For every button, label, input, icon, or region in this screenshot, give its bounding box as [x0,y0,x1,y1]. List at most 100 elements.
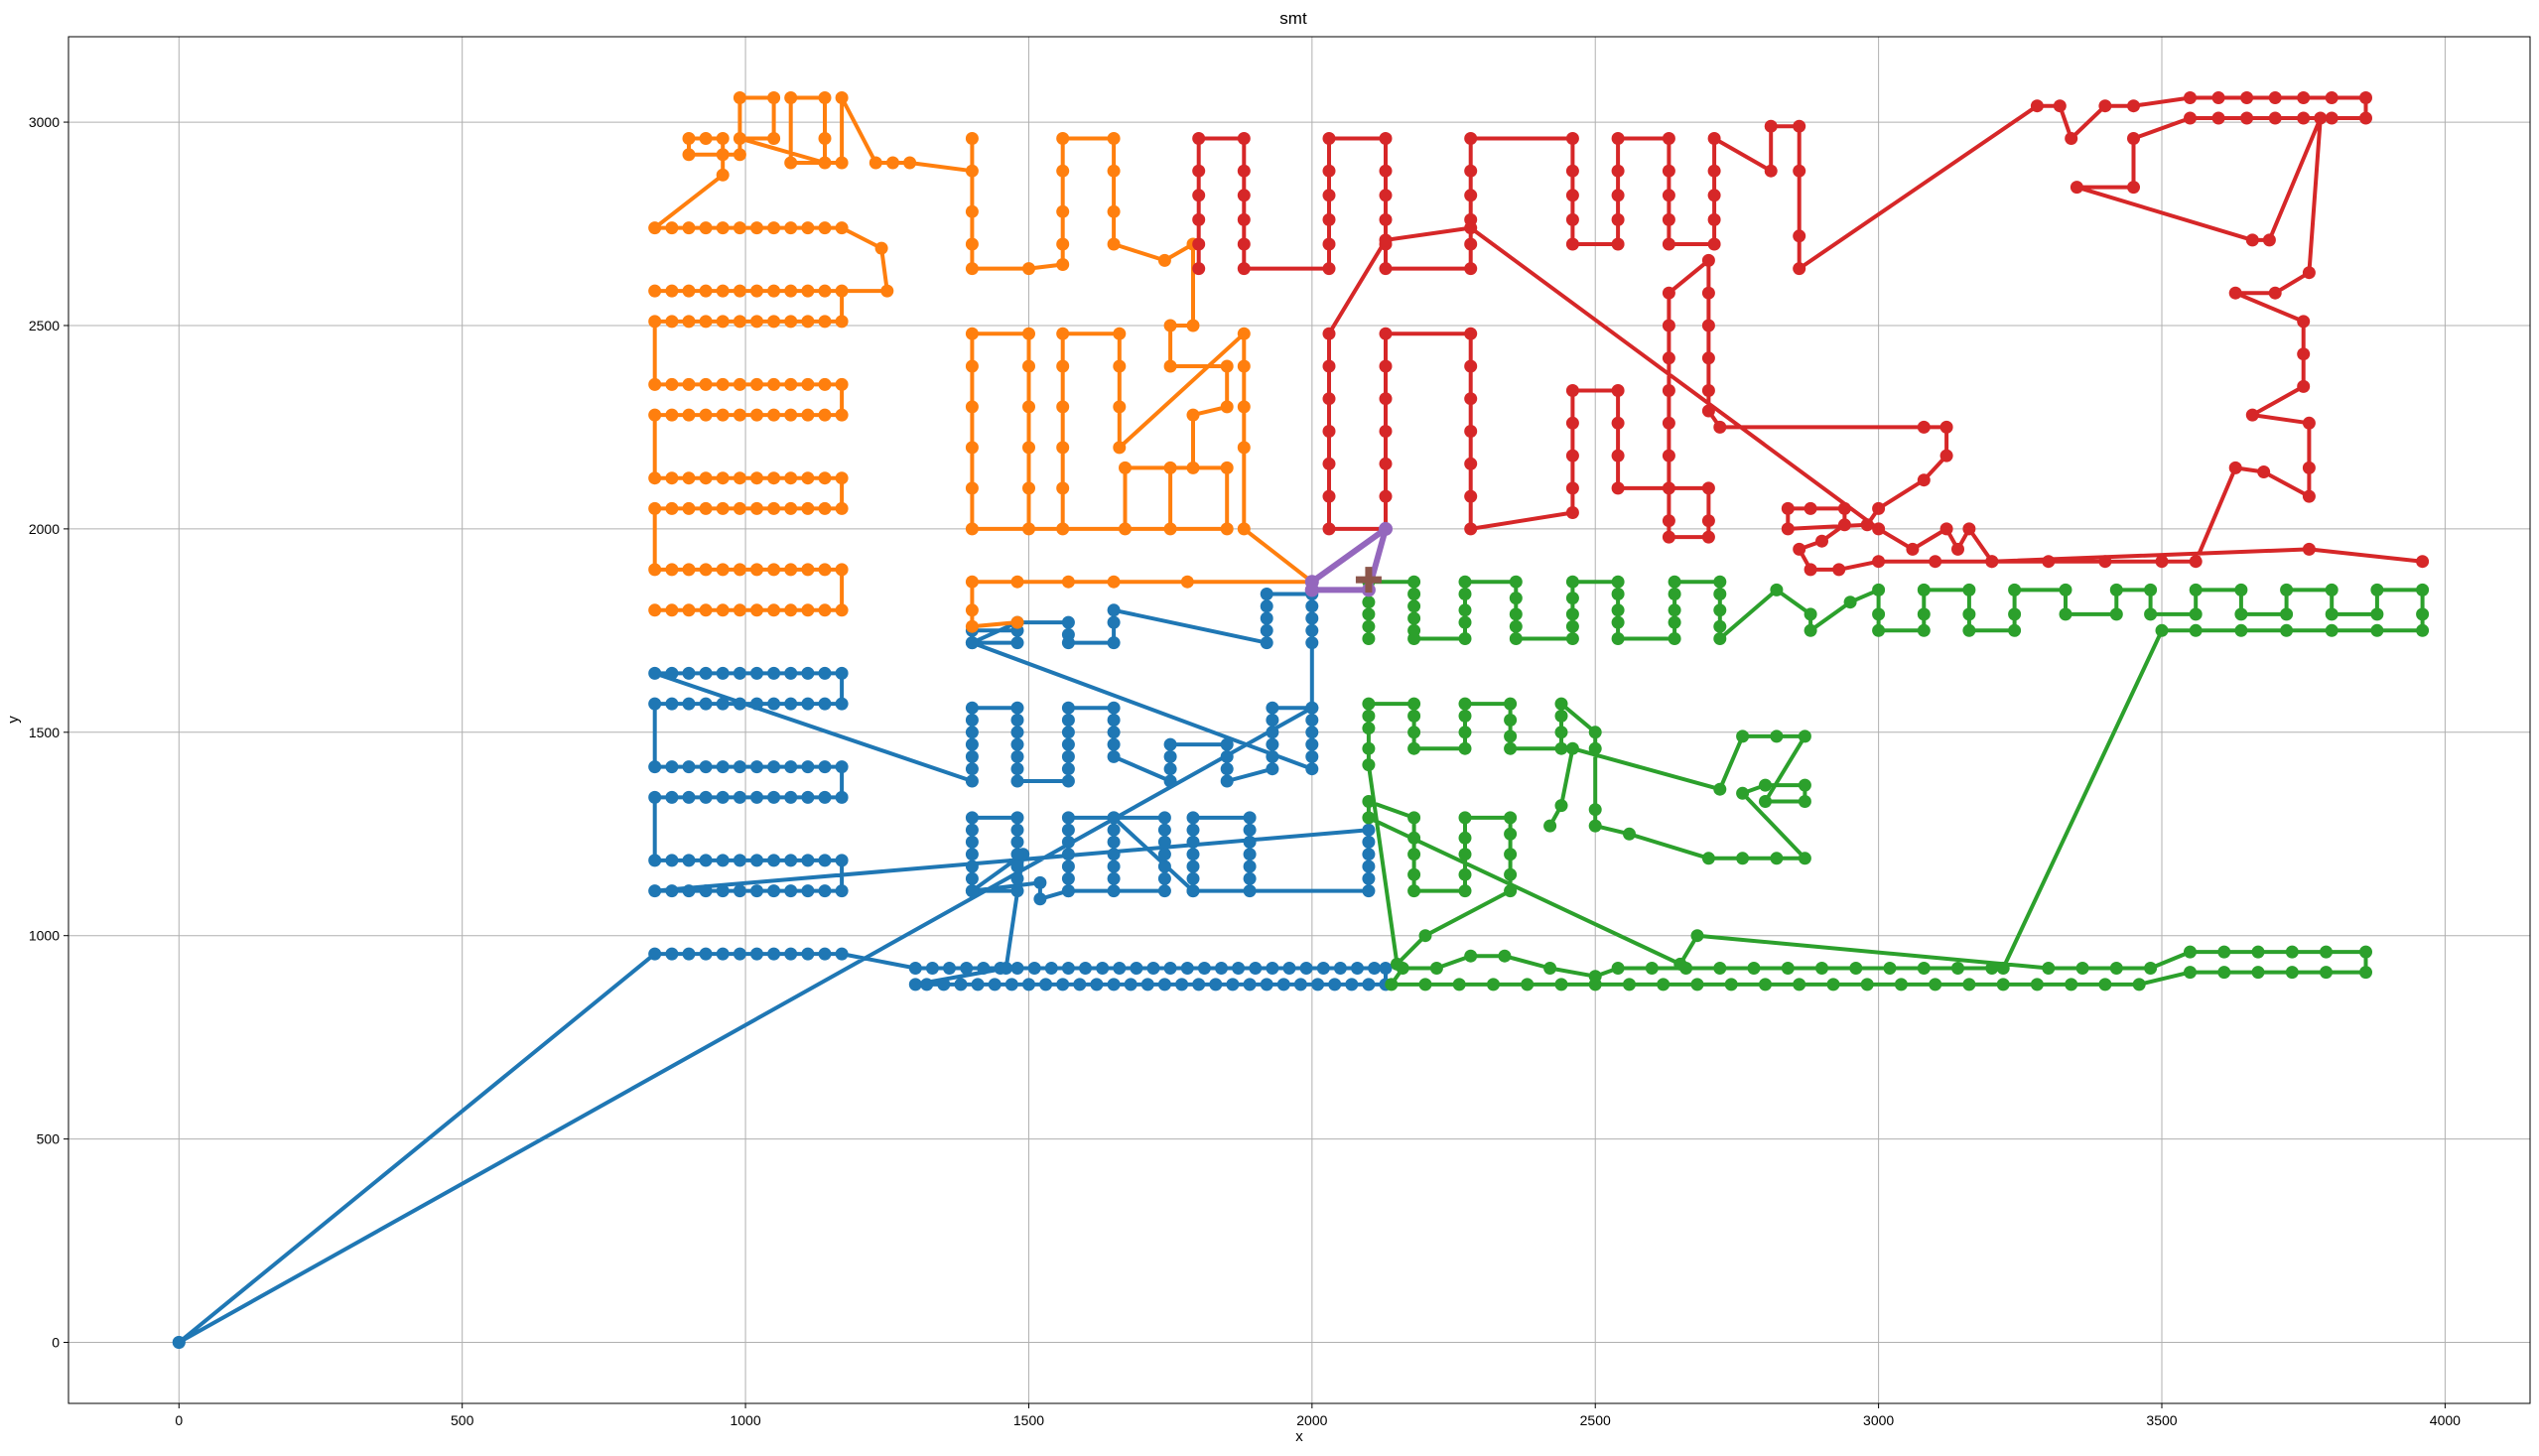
data-point [1362,795,1376,808]
data-point [1073,978,1087,992]
data-point [1322,327,1336,340]
data-point [2320,945,2333,959]
data-point [2359,966,2372,980]
data-point [1713,603,1727,617]
data-point [1311,978,1325,992]
data-point [1565,506,1579,519]
data-point [2065,978,2078,992]
data-point [1662,132,1675,145]
data-point [2228,286,2242,300]
data-point [1588,741,1602,755]
data-point [965,441,979,455]
data-point [1061,737,1075,751]
data-point [801,471,815,485]
data-point [801,315,815,329]
data-point [2144,607,2158,621]
data-point [2359,111,2372,125]
series-0 [172,588,1393,1349]
data-point [1832,563,1846,577]
data-point [835,854,849,867]
data-point [699,132,713,145]
data-point [2416,623,2430,637]
data-point [1565,607,1579,621]
data-point [1407,848,1421,861]
data-point [1322,164,1336,178]
data-point [733,854,746,867]
data-point [1237,359,1251,373]
data-point [2184,966,2197,980]
data-point [2098,555,2112,569]
data-point [1690,978,1704,992]
data-point [1107,978,1121,992]
data-point [1010,848,1024,861]
data-point [1220,461,1234,474]
data-point [1163,762,1177,776]
data-point [1611,449,1625,463]
data-point [1929,978,1942,992]
data-point [801,284,815,298]
data-point [1707,164,1721,178]
data-point [1243,860,1257,873]
data-point [750,563,763,577]
data-point [1407,884,1421,898]
data-point [665,501,679,515]
x-ticks: 0 500 1000 1500 2000 2500 3000 3500 4000 [175,1403,2461,1428]
data-point [172,1336,186,1349]
data-point [716,408,730,422]
data-point [1186,848,1200,861]
data-point [1010,762,1024,776]
data-point [1509,619,1523,633]
data-point [965,823,979,837]
data-point [1565,132,1579,145]
data-point [965,619,979,633]
data-point [2189,555,2203,569]
data-point [2184,945,2197,959]
data-point [1322,392,1336,406]
data-point [1770,583,1784,596]
data-point [2302,461,2316,474]
data-point [1985,555,1999,569]
data-point [682,697,696,711]
y-tick-label: 3000 [29,114,60,130]
data-point [1565,164,1579,178]
data-point [1260,588,1273,600]
data-point [1464,262,1478,276]
data-point [1186,871,1200,885]
data-point [965,636,979,650]
data-point [1804,501,1817,515]
data-point [682,377,696,391]
data-point [2325,111,2339,125]
data-point [835,471,849,485]
data-point [699,790,713,804]
data-point [2240,111,2254,125]
data-point [1939,420,1953,434]
data-point [2370,583,2384,596]
data-point [1917,583,1931,596]
data-point [1260,599,1273,613]
data-point [1458,709,1472,723]
data-point [801,408,815,422]
data-point [1611,384,1625,397]
data-point [818,221,832,235]
data-point [971,978,985,992]
data-point [1237,262,1251,276]
data-point [2144,583,2158,596]
data-point [1379,425,1393,438]
data-point [1611,481,1625,495]
data-point [682,315,696,329]
data-point [965,762,979,776]
data-point [2234,623,2248,637]
data-point [1107,749,1121,763]
data-point [1157,835,1171,849]
data-point [1260,611,1273,625]
data-point [1010,749,1024,763]
data-point [1379,327,1393,340]
data-point [1107,204,1121,218]
data-point [699,666,713,680]
data-point [1107,237,1121,251]
data-point [648,377,662,391]
data-point [1163,737,1177,751]
data-point [1061,615,1075,629]
data-point [1096,962,1110,975]
data-point [1266,962,1279,975]
